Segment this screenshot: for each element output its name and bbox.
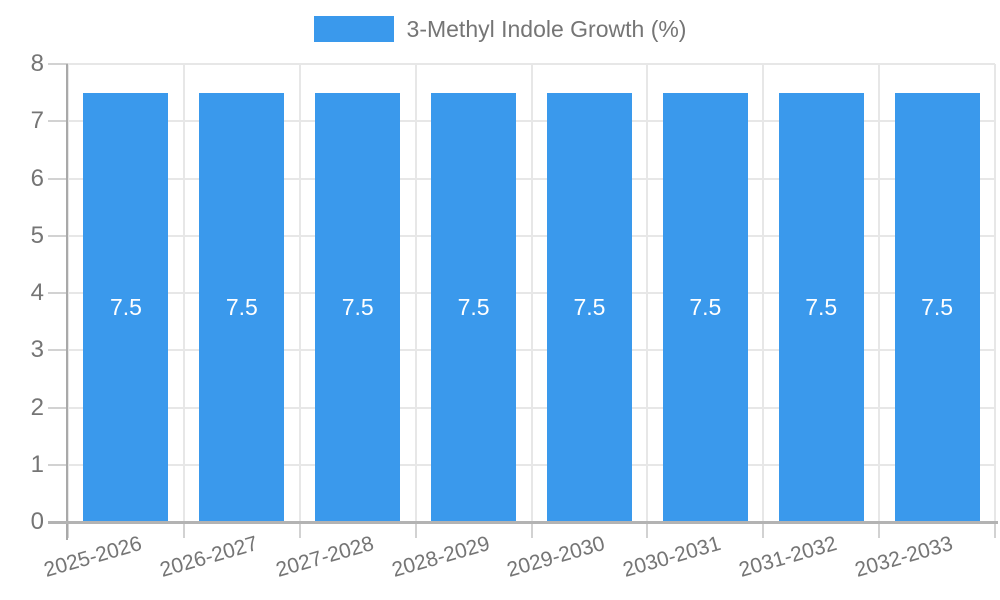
y-axis-label: 8	[30, 50, 44, 77]
y-axis-tick	[48, 177, 68, 180]
x-axis-tick	[762, 522, 765, 538]
gridline-vertical	[994, 64, 996, 522]
x-axis-tick	[414, 522, 417, 538]
y-axis-tick	[48, 349, 68, 352]
bar[interactable]: 7.5	[546, 92, 632, 522]
x-axis-tick	[530, 522, 533, 538]
bar-value-label: 7.5	[341, 293, 374, 320]
y-axis-label: 7	[30, 107, 44, 135]
x-axis-tick	[994, 522, 996, 538]
gridline-vertical	[878, 64, 881, 522]
y-axis-tick	[48, 63, 68, 65]
gridline-vertical	[67, 64, 69, 522]
y-axis-tick	[48, 120, 68, 123]
y-axis-tick	[48, 234, 68, 237]
x-axis-tick	[298, 522, 301, 538]
x-axis-tick	[878, 522, 881, 538]
gridline-vertical	[182, 64, 185, 522]
bar[interactable]: 7.5	[894, 92, 980, 522]
bar-value-label: 7.5	[921, 293, 954, 320]
bar-value-label: 7.5	[457, 293, 490, 320]
y-axis-label: 4	[30, 279, 44, 306]
y-axis-label: 3	[30, 336, 44, 364]
y-axis-tick	[48, 463, 68, 466]
gridline-vertical	[414, 64, 417, 522]
x-axis-tick	[646, 522, 649, 538]
y-axis-tick	[48, 292, 68, 294]
gridline-vertical	[530, 64, 533, 522]
x-axis-tick	[182, 522, 185, 538]
x-axis-tick	[67, 522, 69, 538]
y-axis-label: 2	[30, 393, 44, 421]
bar-value-label: 7.5	[689, 293, 722, 320]
y-axis-label: 5	[30, 221, 44, 249]
y-axis-label: 6	[30, 164, 44, 192]
bar[interactable]: 7.5	[315, 92, 401, 522]
bar-value-label: 7.5	[225, 293, 258, 320]
bar[interactable]: 7.5	[778, 92, 864, 522]
bar-value-label: 7.5	[573, 293, 606, 320]
bar-value-label: 7.5	[805, 293, 838, 320]
gridline-vertical	[646, 64, 649, 522]
y-axis-label: 1	[30, 450, 44, 478]
bar[interactable]: 7.5	[199, 92, 285, 522]
bar[interactable]: 7.5	[662, 92, 748, 522]
y-axis-line	[66, 64, 68, 540]
x-axis-line	[48, 521, 998, 524]
gridline-vertical	[298, 64, 301, 522]
bar[interactable]: 7.5	[83, 92, 169, 522]
legend-swatch-icon	[313, 16, 394, 42]
y-axis-tick	[48, 406, 68, 409]
legend-label: 3-Methyl Indole Growth (%)	[406, 15, 687, 42]
bar[interactable]: 7.5	[431, 92, 517, 522]
chart-legend[interactable]: 3-Methyl Indole Growth (%)	[0, 12, 1000, 46]
y-axis-label: 0	[30, 508, 44, 535]
bar-value-label: 7.5	[109, 293, 142, 320]
gridline-vertical	[762, 64, 765, 522]
